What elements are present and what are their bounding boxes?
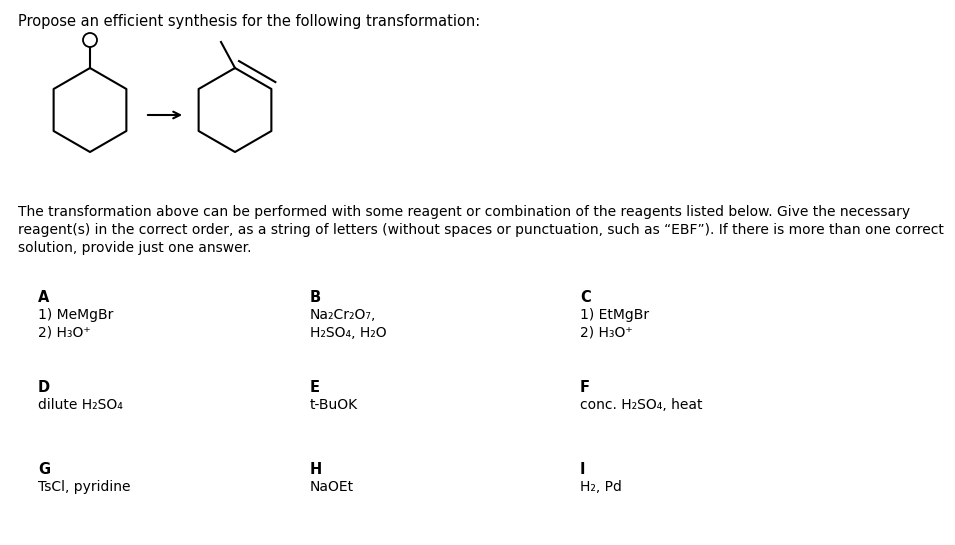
Text: Propose an efficient synthesis for the following transformation:: Propose an efficient synthesis for the f… [18,14,480,29]
Text: 2) H₃O⁺: 2) H₃O⁺ [38,326,91,340]
Text: C: C [580,290,591,305]
Text: t-BuOK: t-BuOK [310,398,358,412]
Text: F: F [580,380,590,395]
Text: Na₂Cr₂O₇,: Na₂Cr₂O₇, [310,308,376,322]
Text: reagent(s) in the correct order, as a string of letters (without spaces or punct: reagent(s) in the correct order, as a st… [18,223,944,237]
Text: A: A [38,290,50,305]
Text: solution, provide just one answer.: solution, provide just one answer. [18,241,251,255]
Text: NaOEt: NaOEt [310,480,354,494]
Text: conc. H₂SO₄, heat: conc. H₂SO₄, heat [580,398,703,412]
Text: H₂SO₄, H₂O: H₂SO₄, H₂O [310,326,387,340]
Circle shape [83,33,97,47]
Text: dilute H₂SO₄: dilute H₂SO₄ [38,398,123,412]
Text: E: E [310,380,320,395]
Text: H: H [310,462,322,477]
Text: H₂, Pd: H₂, Pd [580,480,622,494]
Text: 1) EtMgBr: 1) EtMgBr [580,308,649,322]
Text: 1) MeMgBr: 1) MeMgBr [38,308,114,322]
Text: TsCl, pyridine: TsCl, pyridine [38,480,131,494]
Text: B: B [310,290,321,305]
Text: D: D [38,380,50,395]
Text: 2) H₃O⁺: 2) H₃O⁺ [580,326,632,340]
Text: I: I [580,462,585,477]
Text: The transformation above can be performed with some reagent or combination of th: The transformation above can be performe… [18,205,910,219]
Text: G: G [38,462,50,477]
